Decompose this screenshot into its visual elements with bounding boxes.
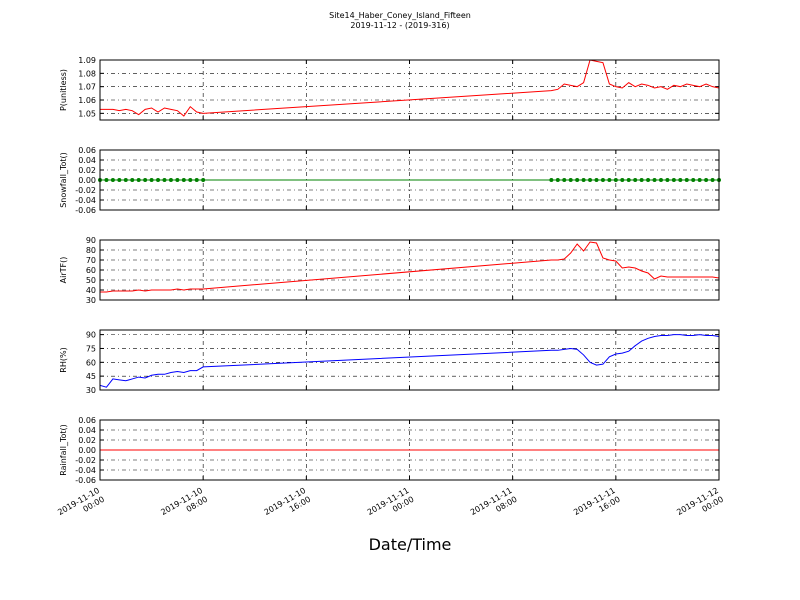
marker bbox=[181, 178, 186, 182]
marker bbox=[562, 178, 567, 182]
marker bbox=[684, 178, 689, 182]
chart-subtitle: 2019-11-12 - (2019-316) bbox=[350, 21, 449, 30]
y-tick-label: 40 bbox=[86, 286, 96, 295]
y-tick-label: 1.06 bbox=[78, 96, 96, 105]
marker bbox=[130, 178, 135, 182]
y-tick-label: -0.06 bbox=[75, 476, 96, 485]
marker bbox=[104, 178, 109, 182]
y-tick-label: 30 bbox=[86, 296, 96, 305]
y-tick-label: 50 bbox=[86, 276, 96, 285]
y-tick-label: 60 bbox=[86, 266, 96, 275]
marker bbox=[575, 178, 580, 182]
marker bbox=[594, 178, 599, 182]
series-line bbox=[100, 334, 719, 388]
y-tick-label: 90 bbox=[86, 236, 96, 245]
marker bbox=[188, 178, 193, 182]
chart-title: Site14_Haber_Coney_Island_Fifteen bbox=[329, 11, 471, 20]
marker bbox=[168, 178, 173, 182]
y-tick-label: 1.05 bbox=[78, 109, 96, 118]
marker bbox=[201, 178, 206, 182]
y-tick-label: 0.00 bbox=[78, 176, 96, 185]
y-tick-label: -0.04 bbox=[75, 466, 96, 475]
marker bbox=[549, 178, 554, 182]
series-line bbox=[100, 60, 719, 117]
y-tick-label: 0.04 bbox=[78, 426, 96, 435]
y-tick-label: 75 bbox=[86, 344, 96, 353]
marker bbox=[123, 178, 128, 182]
y-tick-label: 0.04 bbox=[78, 156, 96, 165]
y-tick-label: 1.08 bbox=[78, 69, 96, 78]
marker bbox=[156, 178, 161, 182]
marker bbox=[704, 178, 709, 182]
marker bbox=[658, 178, 663, 182]
y-axis-label: AirTF() bbox=[59, 257, 68, 284]
marker bbox=[620, 178, 625, 182]
axes-frame bbox=[99, 419, 720, 481]
marker bbox=[568, 178, 573, 182]
marker bbox=[646, 178, 651, 182]
marker bbox=[710, 178, 715, 182]
marker bbox=[652, 178, 657, 182]
x-tick-label: 2019-11-1008:00 bbox=[159, 486, 209, 526]
y-axis-label: P(unitless) bbox=[59, 69, 68, 111]
marker bbox=[626, 178, 631, 182]
y-tick-label: 0.02 bbox=[78, 166, 96, 175]
y-tick-label: 45 bbox=[86, 372, 96, 381]
marker bbox=[136, 178, 141, 182]
x-tick-label: 2019-11-1200:00 bbox=[675, 486, 725, 526]
marker bbox=[697, 178, 702, 182]
series-line bbox=[100, 241, 719, 293]
marker bbox=[665, 178, 670, 182]
y-tick-label: -0.06 bbox=[75, 206, 96, 215]
marker bbox=[588, 178, 593, 182]
marker bbox=[175, 178, 180, 182]
y-tick-label: 70 bbox=[86, 256, 96, 265]
y-tick-label: 0.02 bbox=[78, 436, 96, 445]
marker bbox=[149, 178, 154, 182]
y-tick-label: 1.09 bbox=[78, 56, 96, 65]
axes-frame bbox=[99, 149, 720, 211]
axes-frame bbox=[99, 239, 720, 301]
y-tick-label: 0.06 bbox=[78, 146, 96, 155]
marker bbox=[600, 178, 605, 182]
marker bbox=[110, 178, 115, 182]
marker bbox=[194, 178, 199, 182]
marker bbox=[678, 178, 683, 182]
y-tick-label: -0.02 bbox=[75, 186, 96, 195]
marker bbox=[671, 178, 676, 182]
marker bbox=[117, 178, 122, 182]
marker bbox=[143, 178, 148, 182]
y-tick-label: -0.02 bbox=[75, 456, 96, 465]
marker bbox=[633, 178, 638, 182]
x-tick-label: 2019-11-1116:00 bbox=[572, 486, 622, 526]
marker bbox=[691, 178, 696, 182]
y-tick-label: 1.07 bbox=[78, 83, 96, 92]
y-tick-label: 90 bbox=[86, 331, 96, 340]
marker bbox=[581, 178, 586, 182]
x-tick-label: 2019-11-1100:00 bbox=[366, 486, 416, 526]
x-tick-label: 2019-11-1016:00 bbox=[263, 486, 313, 526]
y-axis-label: Rainfall_Tot() bbox=[59, 424, 68, 476]
marker bbox=[613, 178, 618, 182]
y-axis-label: Snowfall_Tot() bbox=[59, 152, 68, 208]
axes-frame bbox=[99, 329, 720, 391]
axes-frame bbox=[99, 59, 720, 121]
marker bbox=[639, 178, 644, 182]
y-tick-label: 80 bbox=[86, 246, 96, 255]
y-tick-label: 30 bbox=[86, 386, 96, 395]
x-axis-label: Date/Time bbox=[369, 535, 452, 554]
y-tick-label: -0.04 bbox=[75, 196, 96, 205]
y-axis-label: RH(%) bbox=[59, 347, 68, 372]
y-tick-label: 0.00 bbox=[78, 446, 96, 455]
x-tick-label: 2019-11-1000:00 bbox=[56, 486, 106, 526]
y-tick-label: 60 bbox=[86, 358, 96, 367]
x-tick-label: 2019-11-1108:00 bbox=[469, 486, 519, 526]
marker bbox=[555, 178, 560, 182]
marker bbox=[607, 178, 612, 182]
marker bbox=[162, 178, 167, 182]
y-tick-label: 0.06 bbox=[78, 416, 96, 425]
